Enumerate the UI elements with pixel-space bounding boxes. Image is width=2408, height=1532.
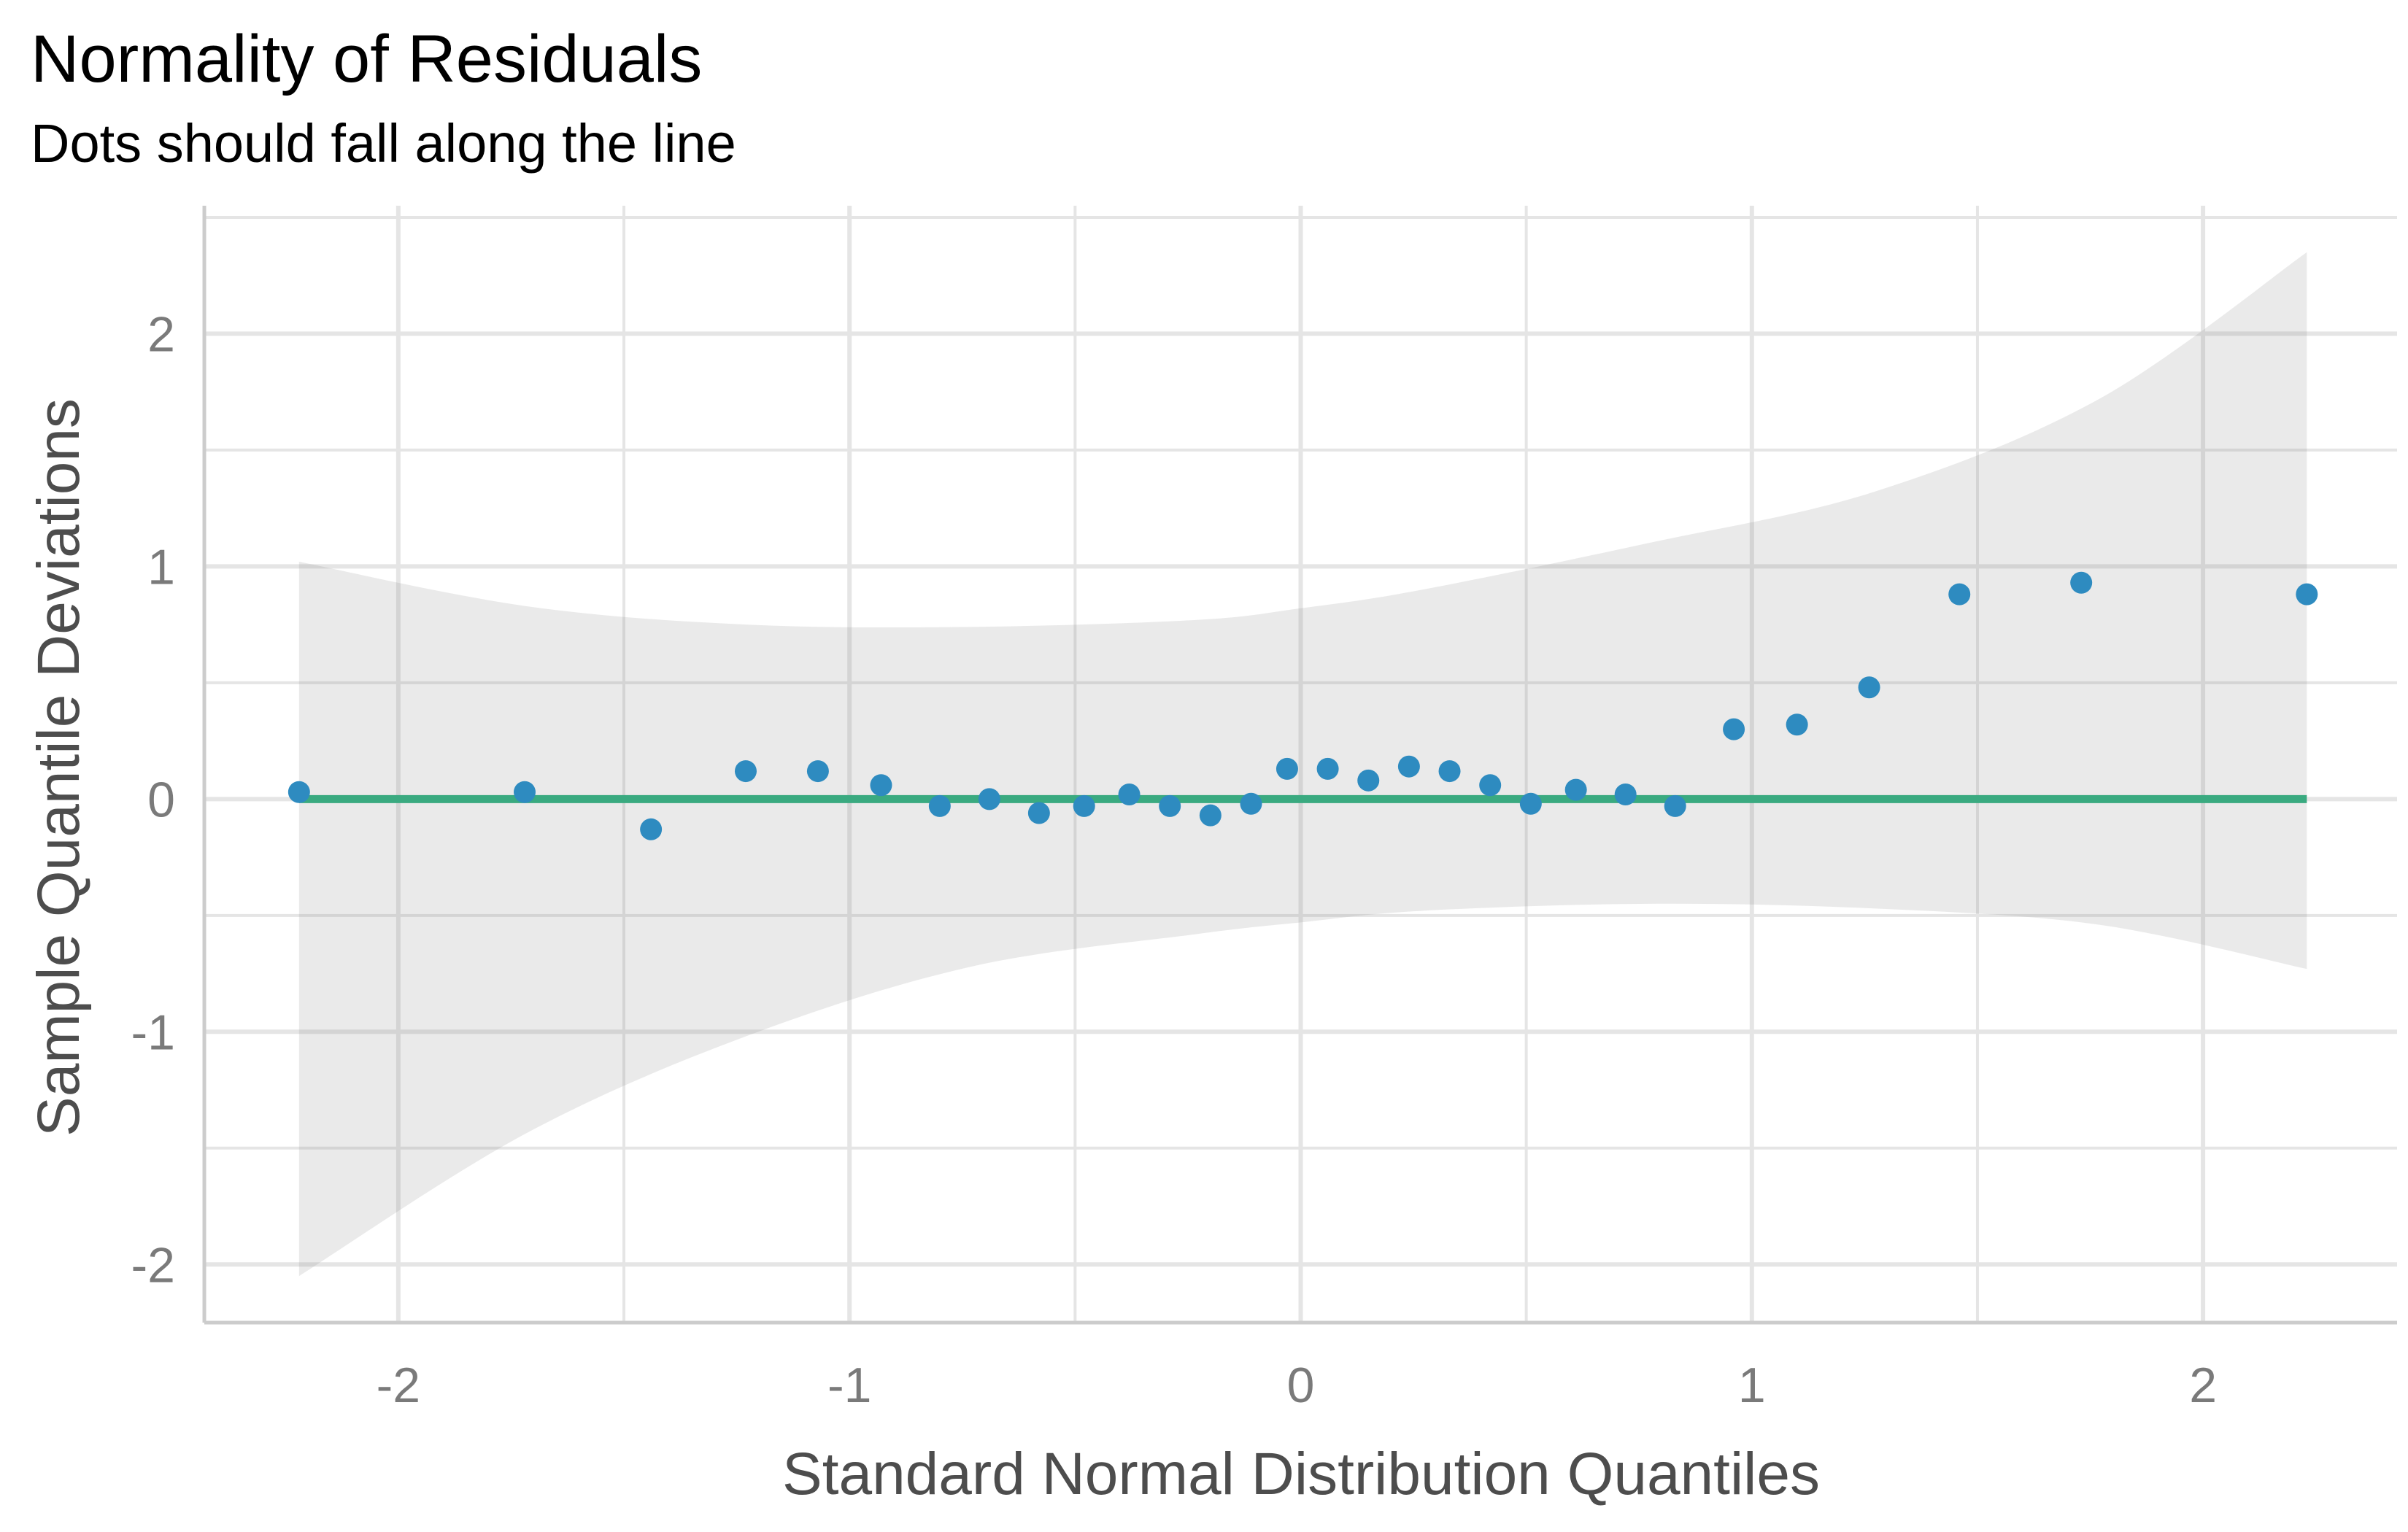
data-point	[1240, 792, 1262, 815]
data-point	[1614, 783, 1637, 805]
data-point	[1199, 804, 1222, 827]
data-point	[1316, 757, 1339, 780]
y-tick-label: -1	[131, 1005, 175, 1060]
data-point	[288, 781, 310, 803]
y-axis-tick-labels: -2 -1 0 1 2	[131, 306, 175, 1293]
x-tick-label: 1	[1738, 1358, 1766, 1413]
data-point	[640, 818, 663, 840]
data-point	[1118, 783, 1141, 805]
y-tick-label: 0	[147, 772, 175, 827]
data-point	[1479, 774, 1502, 797]
data-point	[806, 760, 829, 783]
data-point	[978, 788, 1000, 811]
data-point	[1723, 718, 1745, 740]
data-point	[1027, 802, 1050, 824]
x-axis-label: Standard Normal Distribution Quantiles	[782, 1441, 1820, 1507]
chart-subtitle: Dots should fall along the line	[31, 113, 736, 174]
data-point	[514, 781, 536, 803]
data-point	[1357, 769, 1380, 792]
data-point	[1159, 794, 1181, 817]
y-axis-label: Sample Quantile Deviations	[26, 398, 92, 1137]
data-points	[288, 571, 2318, 840]
confidence-band	[298, 252, 2307, 1277]
data-point	[1397, 755, 1420, 778]
confidence-band-layer	[298, 252, 2307, 1277]
data-point	[1276, 757, 1298, 780]
data-point	[928, 794, 951, 817]
data-point	[1519, 792, 1542, 815]
y-tick-label: -2	[131, 1237, 175, 1293]
x-tick-label: 2	[2189, 1358, 2217, 1413]
plot-area: -2 -1 0 1 2 -2 -1 0 1 2	[131, 206, 2397, 1413]
x-tick-label: -2	[377, 1358, 420, 1413]
data-point	[1858, 676, 1880, 699]
chart-title: Normality of Residuals	[31, 22, 702, 96]
data-point	[1438, 760, 1461, 783]
data-point	[1948, 583, 1971, 606]
grid-lines	[204, 206, 2397, 1323]
data-point	[1786, 713, 1808, 736]
data-point	[1073, 794, 1095, 817]
data-point	[2070, 571, 2093, 594]
x-tick-label: 0	[1287, 1358, 1315, 1413]
data-point	[870, 774, 892, 797]
y-tick-label: 1	[147, 539, 175, 595]
data-point	[1664, 794, 1686, 817]
data-point	[1564, 778, 1587, 801]
data-point	[734, 760, 757, 783]
data-point	[2296, 583, 2318, 606]
x-tick-label: -1	[827, 1358, 871, 1413]
axis-lines	[202, 206, 2397, 1325]
x-axis-tick-labels: -2 -1 0 1 2	[377, 1358, 2217, 1413]
y-tick-label: 2	[147, 306, 175, 362]
